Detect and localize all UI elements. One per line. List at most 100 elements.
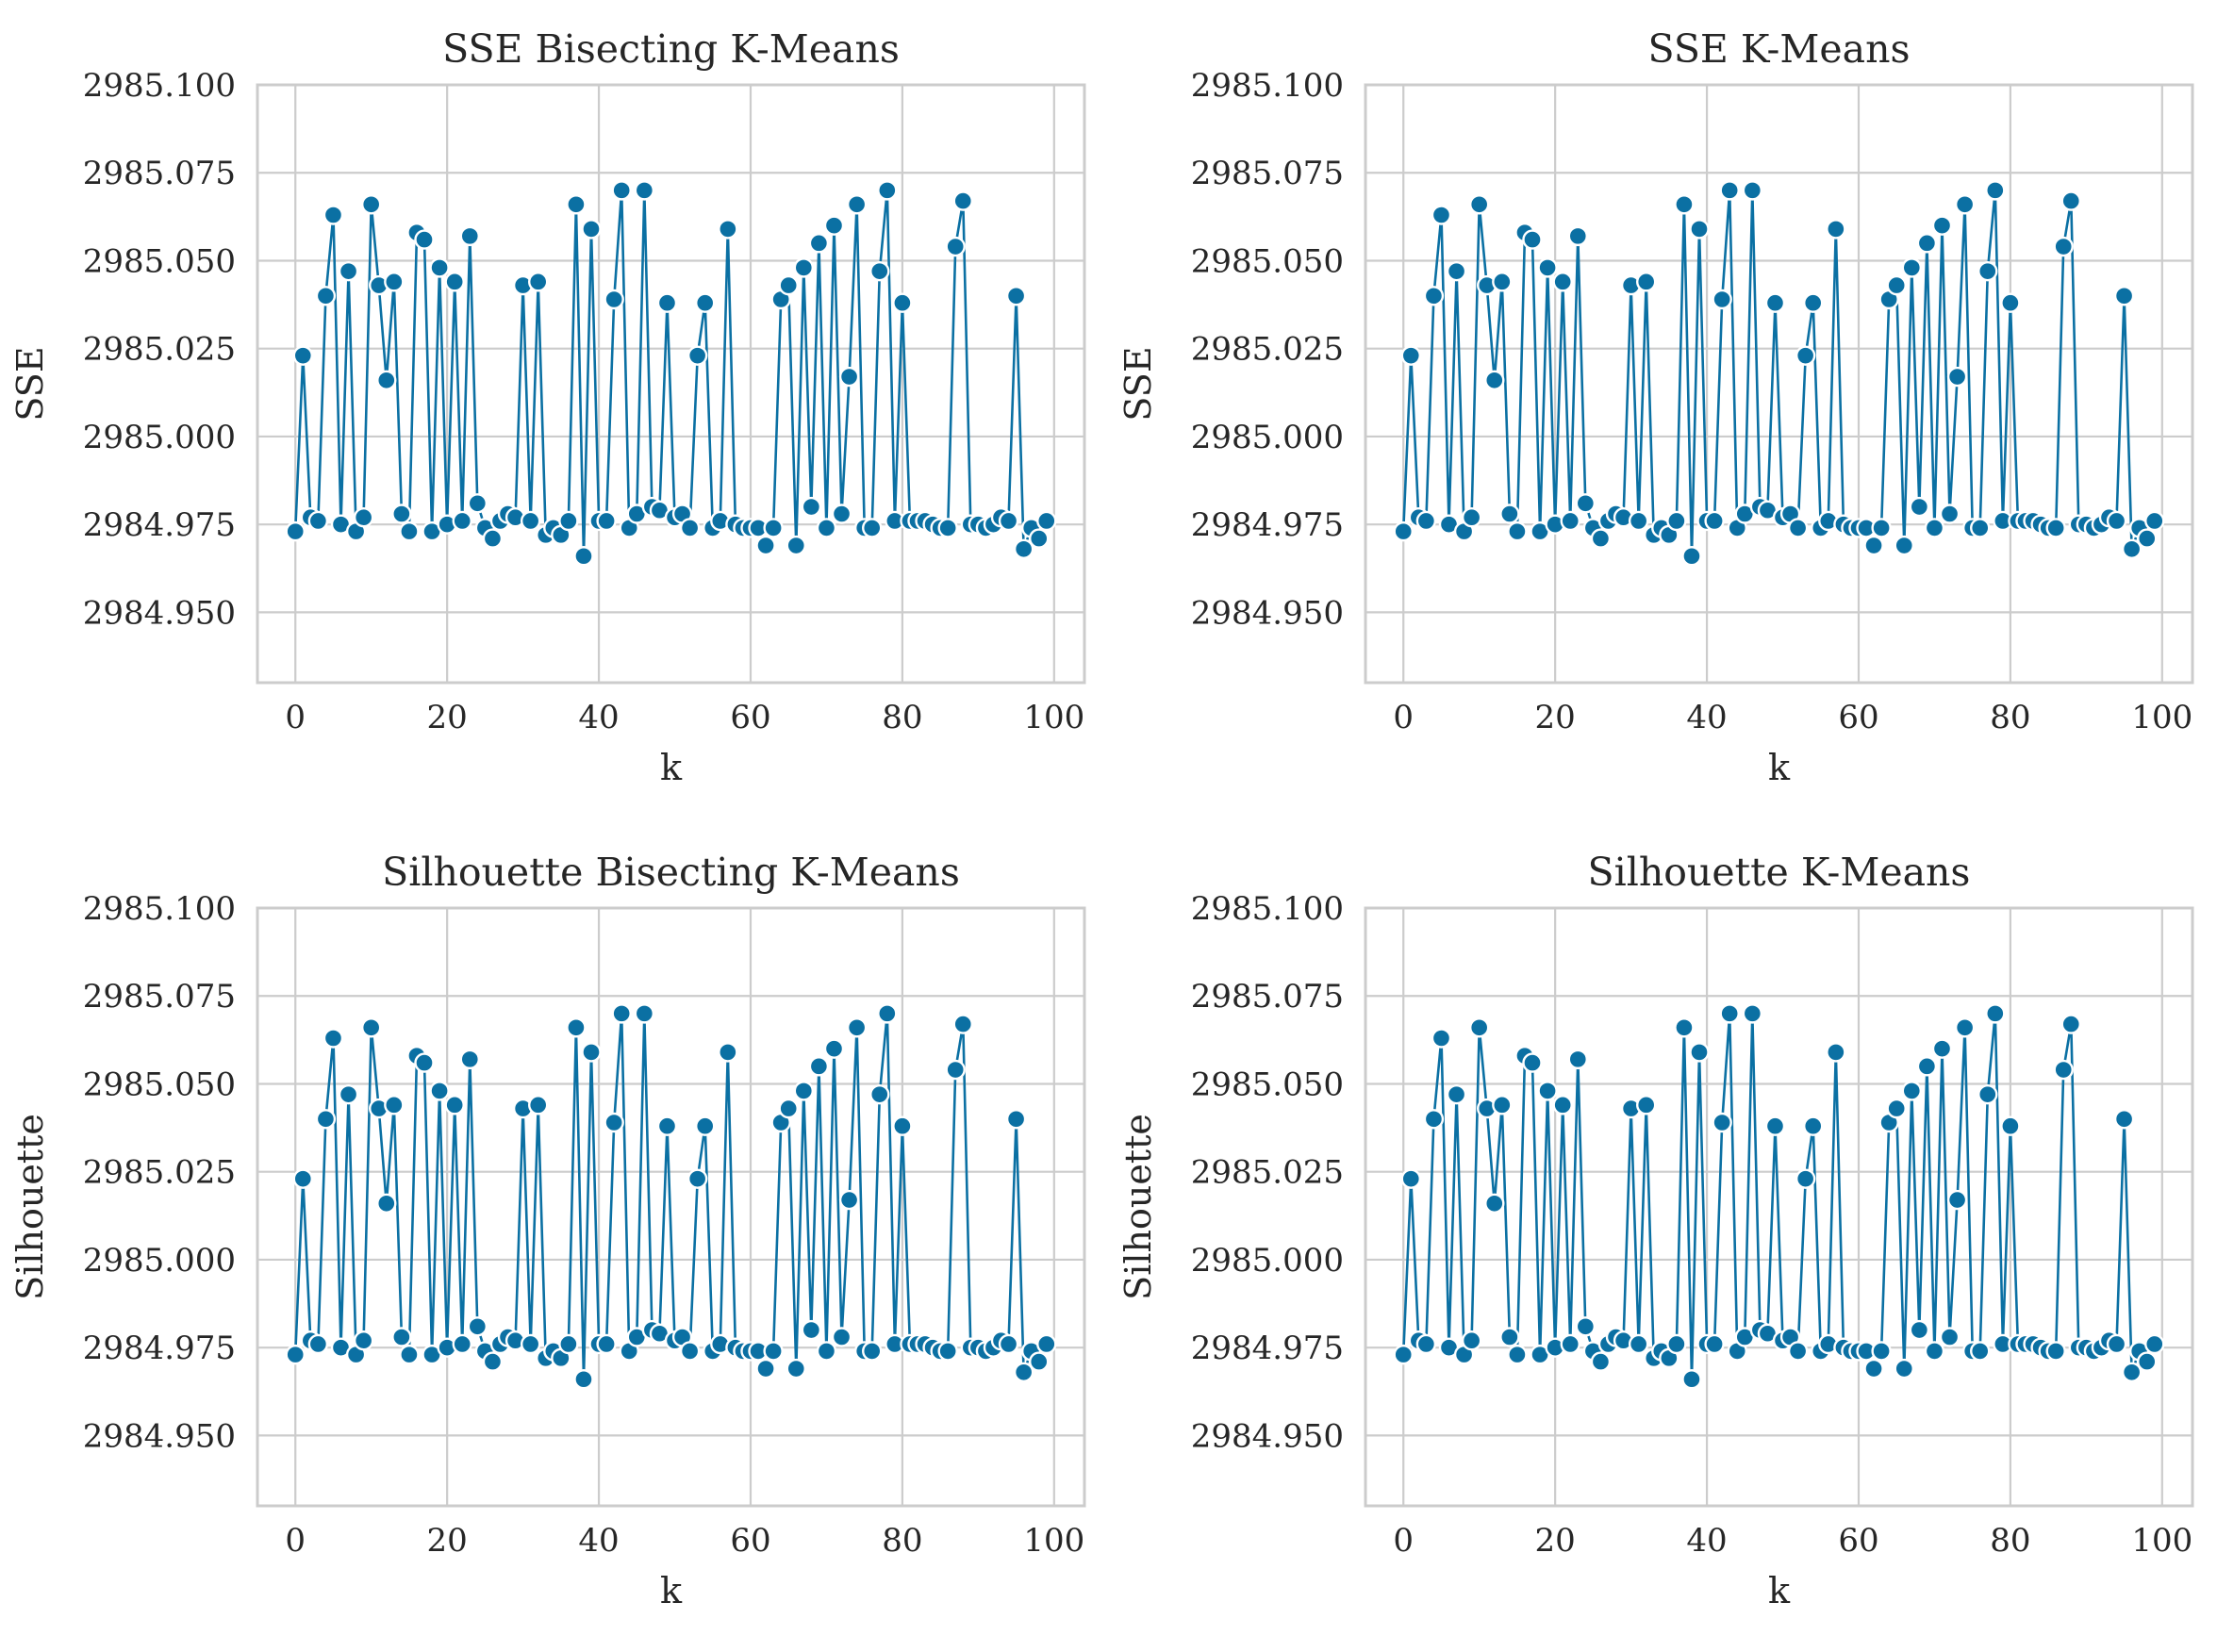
data-point [285,1344,306,1365]
y-tick-label: 2985.025 [1191,1154,1344,1192]
data-point [596,1333,617,1355]
data-point [482,1351,504,1372]
y-tick-label: 2984.950 [1191,1417,1344,1455]
x-tick-label: 80 [882,1522,922,1560]
x-tick-label: 40 [578,1522,619,1560]
data-point [2000,292,2021,313]
data-point [656,292,678,313]
data-point [1029,1351,1050,1372]
data-point [1939,1327,1961,1347]
data-point [1575,1316,1597,1337]
data-point [1863,1358,1884,1379]
data-point [1484,370,1505,390]
data-point [2144,510,2165,532]
data-point [2106,1333,2127,1355]
data-point [1916,233,1938,254]
data-point [816,518,837,538]
x-tick-label: 20 [1535,1522,1576,1560]
data-point [399,520,420,542]
data-point [687,345,708,366]
data-point [808,233,830,254]
data-point [831,504,852,524]
y-tick-label: 2985.025 [83,1154,236,1192]
data-point [1674,1017,1695,1038]
data-point [1468,194,1490,215]
data-point [1507,1344,1528,1365]
data-point [1492,272,1513,292]
data-point [862,1341,883,1362]
data-point [611,180,632,201]
data-point [1764,292,1786,313]
x-axis-label: k [660,747,683,788]
data-point [1560,510,1580,532]
data-point [1400,1168,1421,1189]
x-axis-label: k [1768,747,1791,788]
data-point [1537,1081,1558,1101]
data-point [1036,1333,1057,1355]
data-point [778,274,799,296]
y-axis-label: Silhouette [9,1114,51,1300]
data-point [695,292,716,313]
chart-title: Silhouette Bisecting K-Means [382,850,960,895]
y-tick-label: 2984.950 [83,1417,236,1455]
data-point [1522,229,1543,250]
data-point [444,272,465,292]
data-point [1689,1042,1710,1063]
x-tick-label: 20 [427,699,468,736]
data-point [2000,1115,2021,1136]
data-point [816,1341,837,1362]
data-point [1795,345,1816,366]
data-point [1826,219,1846,240]
data-point [1742,180,1763,201]
data-point [573,546,594,567]
y-tick-label: 2985.000 [83,419,236,456]
data-point [2060,1014,2081,1034]
data-point [1719,1003,1740,1024]
data-point [414,229,435,250]
data-point [718,1042,738,1063]
data-point [1681,546,1702,567]
x-tick-label: 100 [2131,1522,2192,1560]
data-point [1575,493,1597,514]
data-point [360,1017,382,1038]
x-tick-label: 20 [1535,699,1576,736]
x-tick-label: 100 [2131,699,2192,736]
y-tick-label: 2984.975 [83,506,236,544]
data-point [679,518,701,538]
data-point [1954,194,1976,215]
data-point [558,510,579,532]
data-point [1712,1112,1732,1133]
data-point [604,289,624,310]
subplot-grid: SSE Bisecting K-Means 0 20 40 60 80 100 2984.95… [9,26,2194,1611]
y-tick-label: 2985.050 [83,1066,236,1103]
x-tick-label: 60 [1838,699,1878,736]
data-point [838,366,860,388]
data-point [1446,1083,1467,1105]
data-point [527,272,549,292]
data-point [307,1333,329,1355]
data-point [998,510,1019,532]
y-tick-label: 2985.050 [1191,242,1344,280]
data-point [1522,1052,1543,1073]
data-point [1005,1109,1027,1130]
data-point [1431,1028,1452,1049]
data-point [656,1115,678,1136]
data-point [937,518,958,538]
data-point [952,1014,973,1034]
data-point [1924,518,1945,538]
data-point [1764,1115,1786,1136]
data-point [634,1003,655,1024]
data-point [1787,1341,1809,1362]
x-tick-label: 80 [882,699,922,736]
data-point [429,257,450,278]
data-point [2053,236,2074,257]
data-point [763,1341,784,1362]
data-point [1666,510,1687,532]
y-tick-label: 2985.075 [83,155,236,192]
data-point [2144,1333,2165,1355]
data-point [1931,1038,1953,1059]
data-point [846,1017,868,1038]
data-point [315,1109,337,1130]
plot-frame [1364,906,2194,1508]
